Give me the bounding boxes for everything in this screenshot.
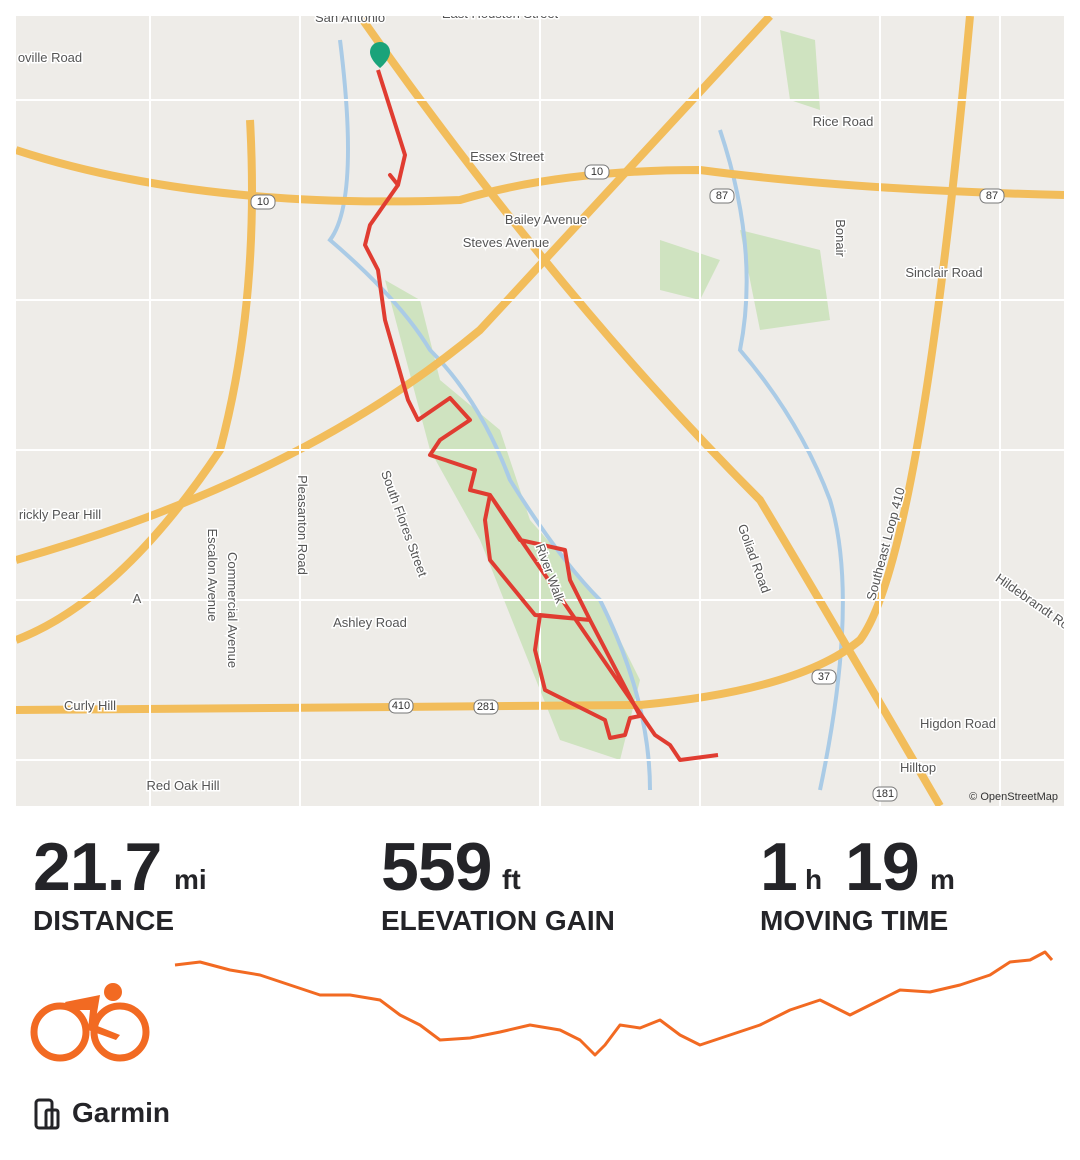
map-label: Sinclair Road	[905, 265, 982, 280]
route-shield	[709, 188, 735, 204]
elevation-label: ELEVATION GAIN	[381, 905, 615, 936]
map-label: Escalon Avenue	[205, 529, 220, 622]
map-label: 410	[392, 700, 410, 712]
map-label: 87	[986, 190, 998, 202]
highways	[16, 16, 1064, 806]
route-shield	[388, 698, 414, 714]
route-shield	[979, 188, 1005, 204]
map-label: San Antonio	[315, 16, 385, 25]
map-label: A	[133, 591, 142, 606]
map-label: Higdon Road	[920, 716, 996, 731]
map-label: Red Oak Hill	[147, 778, 220, 793]
map-label: East Houston Street	[442, 16, 559, 21]
map-label: 10	[591, 166, 603, 178]
map-label: Hilltop	[900, 760, 936, 775]
start-marker	[370, 42, 390, 68]
map-label: 181	[876, 788, 894, 800]
map-label: Bonair	[833, 219, 848, 257]
distance-value: 21.7	[33, 829, 162, 905]
route-shield	[872, 786, 898, 802]
map-label: 87	[716, 190, 728, 202]
device-name: Garmin	[72, 1097, 171, 1128]
route-shield	[250, 194, 276, 210]
map: San Antonio East Houston Street oville Roa…	[16, 16, 1064, 806]
map-label: Commercial Avenue	[225, 552, 240, 668]
device-icon	[34, 1098, 60, 1130]
map-label: Steves Avenue	[463, 235, 550, 250]
distance-unit: mi	[174, 864, 207, 895]
distance-label: DISTANCE	[33, 905, 175, 936]
map-label: Pleasanton Road	[295, 475, 310, 575]
cycling-icon	[30, 983, 150, 1062]
bottom-graphics	[30, 950, 1054, 1130]
elevation-unit: ft	[502, 864, 521, 895]
map-label: Ashley Road	[333, 615, 407, 630]
route-shield	[811, 669, 837, 685]
route	[363, 69, 719, 762]
map-label: 10	[257, 196, 269, 208]
map-label: Bailey Avenue	[505, 212, 587, 227]
route-shield	[584, 164, 610, 180]
map-label: Curly Hill	[64, 698, 116, 713]
minutes-unit: m	[930, 864, 955, 895]
attribution: © OpenStreetMap	[969, 791, 1058, 803]
hours-value: 1	[760, 829, 798, 905]
map-label: oville Road	[18, 50, 82, 65]
map-label: rickly Pear Hill	[19, 507, 101, 522]
minutes-value: 19	[845, 829, 920, 905]
route-shield	[473, 699, 499, 715]
streets	[16, 16, 1064, 806]
moving-time-label: MOVING TIME	[760, 905, 949, 936]
map-label: 281	[477, 701, 495, 713]
map-label: Rice Road	[813, 114, 874, 129]
map-label: 37	[818, 671, 830, 683]
elevation-profile	[174, 950, 1054, 1057]
hours-unit: h	[805, 864, 823, 895]
map-label: Essex Street	[470, 149, 544, 164]
elevation-value: 559	[381, 829, 492, 905]
